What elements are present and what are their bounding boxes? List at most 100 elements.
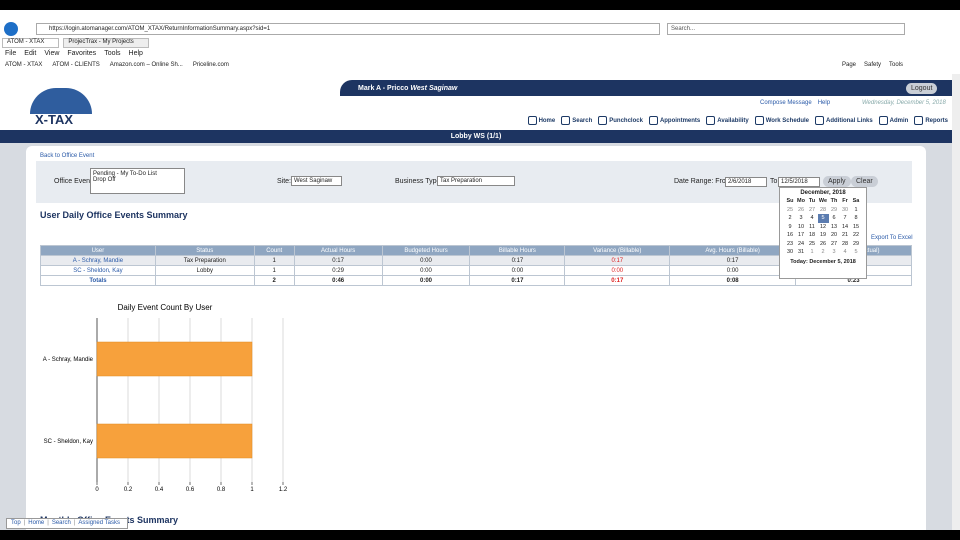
nav-item[interactable]: Punchclock (598, 116, 643, 125)
clear-button[interactable]: Clear (851, 176, 878, 187)
calendar-day[interactable]: 25 (808, 240, 816, 247)
calendar-day[interactable]: 29 (830, 206, 838, 213)
back-link[interactable]: Back to Office Event (40, 153, 95, 159)
table-cell[interactable]: SC - Sheldon, Kay (40, 265, 156, 276)
calendar-day[interactable]: 11 (809, 223, 815, 230)
nav-icon (878, 116, 888, 125)
menu-item[interactable]: View (44, 50, 60, 57)
menu-item[interactable]: Edit (24, 50, 37, 57)
nav-item[interactable]: Work Schedule (754, 116, 809, 125)
site-select[interactable]: West Saginaw (291, 176, 342, 186)
toolbar-item[interactable]: Safety (864, 62, 882, 68)
calendar-day[interactable]: 24 (797, 240, 805, 247)
calendar-day[interactable]: 5 (817, 214, 829, 223)
calendar-day[interactable]: 26 (797, 206, 805, 213)
footer-link[interactable]: Top (11, 520, 21, 526)
from-date[interactable]: 2/6/2018 (725, 177, 767, 187)
tab[interactable]: ATOM - XTAX (2, 38, 60, 48)
calendar-day[interactable]: 14 (841, 223, 849, 230)
totals-cell: 0:17 (564, 275, 671, 286)
calendar-day[interactable]: 5 (854, 249, 858, 256)
x-tick-label: 1.2 (279, 487, 288, 493)
search-box[interactable]: Search... (667, 23, 905, 35)
favorite-link[interactable]: Priceline.com (192, 62, 229, 68)
calendar-day[interactable]: 28 (819, 206, 827, 213)
calendar-day[interactable]: 16 (786, 232, 794, 239)
calendar-day[interactable]: 4 (843, 249, 847, 256)
calendar-day[interactable]: 1 (854, 206, 858, 213)
tab[interactable]: ProjecTrax - My Projects (63, 38, 149, 48)
header-link[interactable]: Compose Message (760, 100, 812, 106)
calendar-day[interactable]: 9 (788, 223, 792, 230)
calendar-day[interactable]: 22 (852, 232, 860, 239)
totals-cell: 0:08 (669, 275, 797, 286)
menu-item[interactable]: Tools (104, 50, 121, 57)
calendar-day[interactable]: 27 (808, 206, 816, 213)
toolbar-item[interactable]: Tools (889, 62, 904, 68)
calendar-day[interactable]: 21 (841, 232, 849, 239)
calendar-day[interactable]: 19 (819, 232, 827, 239)
calendar-day[interactable]: 13 (830, 223, 838, 230)
calendar-popup: December, 2018 Su Mo Tu We Th Fr Sa 25 26 27 28 29 3… (779, 187, 867, 279)
office-event-option[interactable]: Drop Off (93, 177, 116, 183)
calendar-day[interactable]: 20 (830, 232, 838, 239)
office-event-option[interactable]: Pending - My To-Do List (93, 171, 157, 177)
footer-link[interactable]: Search (51, 520, 71, 526)
column-header: Budgeted Hours (381, 245, 471, 256)
calendar-day[interactable]: 2 (821, 249, 825, 256)
calendar-day[interactable]: 25 (786, 206, 794, 213)
table-cell[interactable]: A - Schray, Mandie (40, 255, 156, 266)
nav-item[interactable]: Search (561, 116, 592, 125)
export-link[interactable]: Export To Excel (871, 235, 913, 241)
search-placeholder: Search... (671, 26, 696, 32)
page-title: Lobby WS (1/1) (0, 130, 952, 143)
toolbar-item[interactable]: Page (842, 62, 857, 68)
menu-item[interactable]: Help (128, 50, 143, 57)
apply-button[interactable]: Apply (823, 176, 851, 187)
url: https://login.atomanager.com/ATOM_XTAX/R… (49, 26, 271, 32)
calendar-day[interactable]: 1 (810, 249, 814, 256)
header-link[interactable]: Help (817, 100, 831, 106)
nav-item[interactable]: Home (527, 116, 555, 125)
calendar-day[interactable]: 18 (808, 232, 816, 239)
calendar-day[interactable]: 6 (832, 215, 836, 222)
favorite-link[interactable]: ATOM - CLIENTS (52, 62, 100, 68)
calendar-day[interactable]: 31 (797, 249, 805, 256)
nav-item[interactable]: Appointments (648, 116, 700, 125)
calendar-day[interactable]: 3 (832, 249, 836, 256)
calendar-day[interactable]: 23 (786, 240, 794, 247)
office-event-list[interactable]: Pending - My To-Do List Drop Off (90, 168, 185, 194)
calendar-day[interactable]: 7 (843, 215, 847, 222)
to-date[interactable]: 12/5/2018 (778, 177, 820, 187)
calendar-day[interactable]: 3 (799, 215, 803, 222)
calendar-day[interactable]: 2 (788, 215, 792, 222)
menu-item[interactable]: File (5, 50, 17, 57)
calendar-day[interactable]: 12 (819, 223, 827, 230)
calendar-day[interactable]: 10 (797, 223, 805, 230)
back-button[interactable] (4, 22, 18, 36)
calendar-day[interactable]: 4 (810, 215, 814, 222)
favorite-link[interactable]: Amazon.com – Online Sh... (109, 62, 183, 68)
nav-item[interactable]: Additional Links (814, 116, 873, 125)
nav-item[interactable]: Admin (878, 116, 908, 125)
logout-button[interactable]: Logout (906, 83, 938, 94)
nav-item[interactable]: Availability (706, 116, 749, 125)
footer-link[interactable]: Home (28, 520, 45, 526)
business-type-select[interactable]: Tax Preparation (437, 176, 515, 186)
scrollbar[interactable] (952, 74, 960, 530)
favorite-link[interactable]: ATOM - XTAX (5, 62, 43, 68)
nav-item[interactable]: Reports (914, 116, 948, 125)
footer-link[interactable]: Assigned Tasks (78, 520, 120, 526)
calendar-day[interactable]: 30 (786, 249, 794, 256)
totals-cell: 0:46 (293, 275, 383, 286)
calendar-day[interactable]: 26 (819, 240, 827, 247)
calendar-day[interactable]: 29 (852, 240, 860, 247)
calendar-day[interactable]: 17 (797, 232, 805, 239)
calendar-day[interactable]: 8 (854, 215, 858, 222)
address-bar[interactable]: https://login.atomanager.com/ATOM_XTAX/R… (36, 23, 660, 35)
calendar-day[interactable]: 28 (841, 240, 849, 247)
calendar-day[interactable]: 27 (830, 240, 838, 247)
calendar-day[interactable]: 15 (852, 223, 860, 230)
menu-item[interactable]: Favorites (67, 50, 97, 57)
calendar-day[interactable]: 30 (841, 206, 849, 213)
